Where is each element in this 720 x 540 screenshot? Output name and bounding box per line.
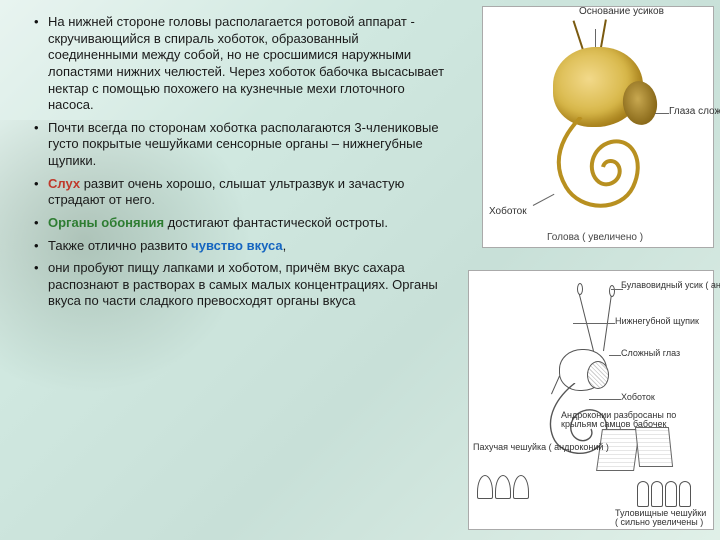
slide: На нижней стороне головы располагается р… xyxy=(0,0,720,540)
label-scent-scale: Пахучая чешуйка ( андроконий ) xyxy=(473,443,609,452)
label-eyes: Глаза сложные xyxy=(669,107,720,118)
bullet-item: Почти всегда по сторонам хоботка распола… xyxy=(34,120,452,170)
bullet-list: На нижней стороне головы располагается р… xyxy=(34,14,452,310)
bullet-item: Слух развит очень хорошо, слышат ультраз… xyxy=(34,176,452,209)
leader-line xyxy=(609,355,621,356)
scent-scales-icon xyxy=(477,475,531,504)
bullet-item: На нижней стороне головы располагается р… xyxy=(34,14,452,114)
label-club-antenna: Булавовидный усик ( антена ) xyxy=(621,281,720,290)
label-body-scales: Туловищные чешуйки ( сильно увеличены ) xyxy=(615,509,711,528)
label-antenna-base: Основание усиков xyxy=(579,7,664,18)
proboscis-icon xyxy=(541,117,651,227)
label-androconia: Андроконии разбросаны по крыльям самцов … xyxy=(561,411,711,430)
figure-head-enlarged: Основание усиков Глаза сложные Хоботок Г… xyxy=(482,6,714,248)
leader-line xyxy=(573,323,615,324)
antenna-club-icon xyxy=(577,283,583,295)
label-proboscis: Хоботок xyxy=(621,393,655,402)
bullet-item: Органы обоняния достигают фантастической… xyxy=(34,215,452,232)
label-palp: Нижнегубной щупик xyxy=(615,317,699,326)
antenna-icon xyxy=(603,290,613,352)
figure-caption: Голова ( увеличено ) xyxy=(547,232,643,243)
wing-patch-icon xyxy=(635,427,673,467)
bullet-item: Также отлично развито чувство вкуса, xyxy=(34,238,452,255)
leader-line xyxy=(595,29,596,47)
figure-column: Основание усиков Глаза сложные Хоботок Г… xyxy=(460,0,720,540)
text-column: На нижней стороне головы располагается р… xyxy=(0,0,460,540)
leader-line xyxy=(589,399,621,400)
figure-head-diagram: Булавовидный усик ( антена ) Нижнегубной… xyxy=(468,270,714,530)
antenna-icon xyxy=(578,291,594,351)
bullet-item: они пробуют пищу лапками и хоботом, прич… xyxy=(34,260,452,310)
leader-line xyxy=(655,113,669,114)
label-proboscis: Хоботок xyxy=(489,207,527,218)
leader-line xyxy=(611,289,623,290)
label-compound-eye: Сложный глаз xyxy=(621,349,680,358)
antenna-club-icon xyxy=(609,285,615,297)
